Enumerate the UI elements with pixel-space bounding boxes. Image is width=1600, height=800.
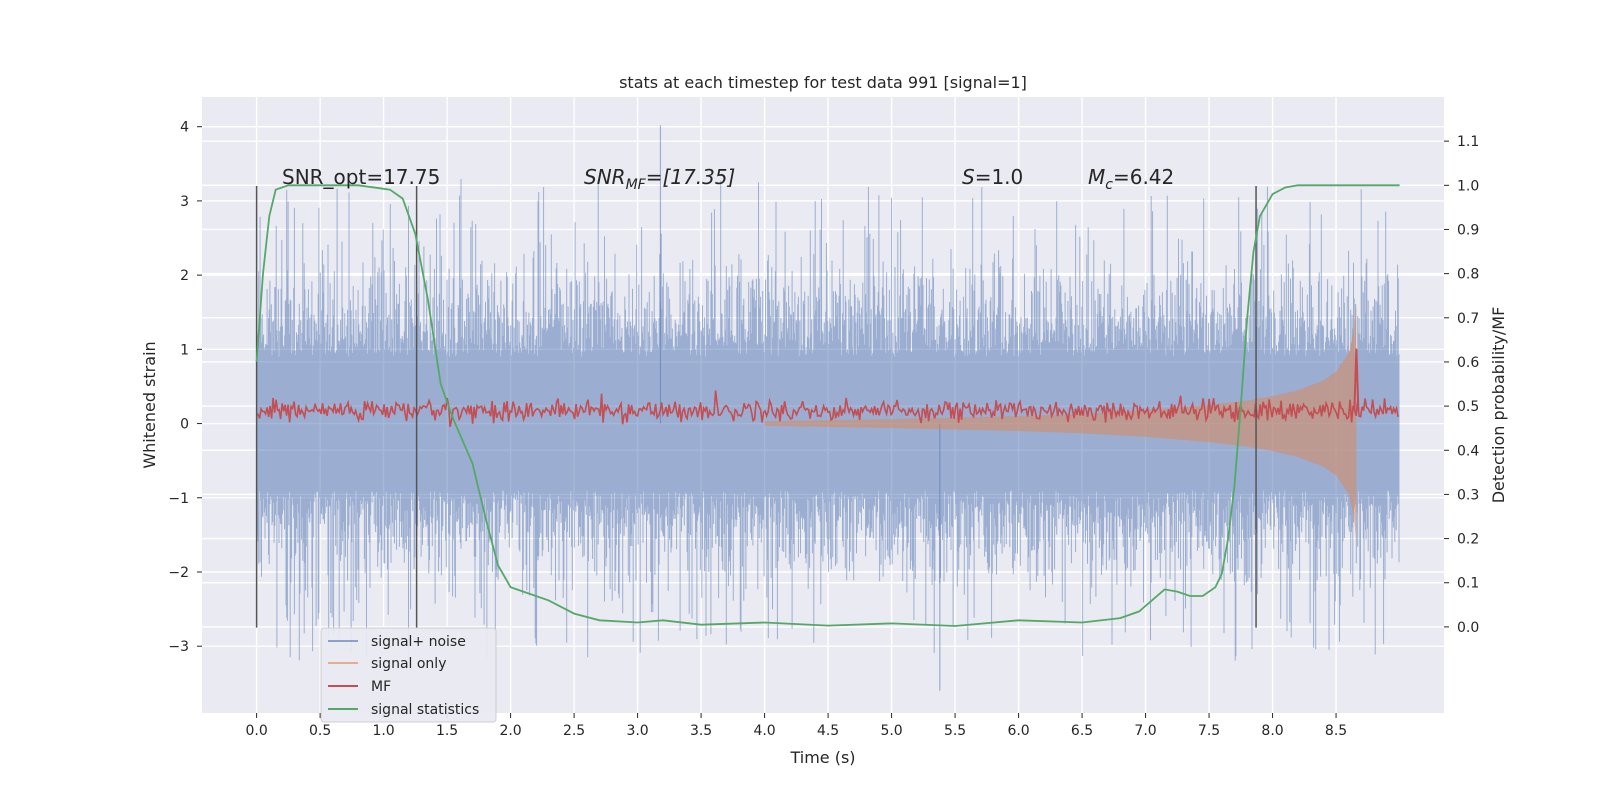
x-tick-label-6: 3.0 (626, 723, 648, 739)
annotation-snr-mf-main: SNR (584, 165, 626, 189)
legend-label-signal-only: signal only (371, 656, 446, 672)
annotation-mc: Mc=6.42 (1088, 165, 1174, 193)
legend-label-signal-noise: signal+ noise (371, 634, 466, 650)
annotation-s-value: =1.0 (975, 165, 1024, 189)
legend-box (320, 627, 497, 723)
annotation-snr-mf-sub: MF (626, 177, 647, 193)
y-axis-right-label: Detection probability/MF (1489, 307, 1508, 504)
legend-label-mf: MF (371, 679, 391, 695)
y-left-tick-label-0: −3 (168, 639, 189, 655)
y-right-tick-label-7: 0.7 (1457, 311, 1479, 327)
y-right-tick-label-9: 0.9 (1457, 222, 1479, 238)
y-right-tick-label-3: 0.3 (1457, 487, 1479, 503)
x-tick-label-12: 6.0 (1007, 723, 1029, 739)
x-tick-label-17: 8.5 (1325, 723, 1347, 739)
y-axis-right-ticks: 0.0 0.1 0.2 0.3 0.4 0.5 0.6 0.7 0.8 0.9 1.0 1.1 (1444, 134, 1479, 636)
x-axis-ticks: 0.0 0.5 1.0 1.5 2.0 2.5 3.0 3.5 4.0 4.5 5.0 5.5 6.0 6… (245, 713, 1347, 739)
y-right-tick-label-0: 0.0 (1457, 620, 1479, 636)
y-right-tick-label-1: 0.1 (1457, 576, 1479, 592)
y-right-tick-label-8: 0.8 (1457, 267, 1479, 283)
y-left-tick-label-6: 3 (180, 194, 189, 210)
x-tick-label-13: 6.5 (1071, 723, 1093, 739)
x-tick-label-0: 0.0 (245, 723, 267, 739)
y-right-tick-label-6: 0.6 (1457, 355, 1479, 371)
annotation-mc-sub: c (1105, 177, 1113, 193)
x-tick-label-16: 8.0 (1261, 723, 1283, 739)
x-tick-label-10: 5.0 (880, 723, 902, 739)
y-right-tick-label-10: 1.0 (1457, 178, 1479, 194)
x-tick-label-3: 1.5 (436, 723, 458, 739)
signal-statistics-line (255, 184, 1400, 627)
x-tick-label-15: 7.5 (1198, 723, 1220, 739)
signal-only-series (764, 304, 1357, 543)
y-left-tick-label-7: 4 (180, 120, 189, 136)
legend-label-signal-statistics: signal statistics (371, 702, 479, 718)
x-tick-label-9: 4.5 (817, 723, 839, 739)
signal-only-envelope (764, 304, 1357, 543)
x-tick-label-8: 4.0 (753, 723, 775, 739)
y-right-tick-label-5: 0.5 (1457, 399, 1479, 415)
annotation-snr-opt: SNR_opt=17.75 (282, 165, 440, 189)
x-tick-label-5: 2.5 (563, 723, 585, 739)
annotation-s-main: S (962, 165, 975, 189)
y-left-tick-label-5: 2 (180, 268, 189, 284)
y-left-tick-label-2: −1 (168, 491, 189, 507)
chart-title: stats at each timestep for test data 991… (619, 73, 1027, 92)
y-left-tick-label-1: −2 (168, 565, 189, 581)
signal-statistics-series (255, 184, 1400, 627)
x-tick-label-7: 3.5 (690, 723, 712, 739)
annotation-snr-mf-value: =[17.35] (646, 165, 736, 189)
x-tick-label-4: 2.0 (499, 723, 521, 739)
x-tick-label-2: 1.0 (372, 723, 394, 739)
y-axis-left-label: Whitened strain (140, 341, 159, 468)
y-right-tick-label-4: 0.4 (1457, 443, 1479, 459)
x-tick-label-14: 7.0 (1134, 723, 1156, 739)
x-axis-label: Time (s) (789, 748, 855, 767)
mf-spike (1353, 348, 1360, 411)
x-tick-label-1: 0.5 (309, 723, 331, 739)
y-left-tick-label-3: 0 (180, 417, 189, 433)
y-right-tick-label-11: 1.1 (1457, 134, 1479, 150)
y-right-tick-label-2: 0.2 (1457, 532, 1479, 548)
annotation-snr-mf: SNRMF=[17.35] (584, 165, 735, 193)
legend: signal+ noise signal only MF signal stat… (320, 627, 497, 723)
x-tick-label-11: 5.5 (944, 723, 966, 739)
annotation-mc-main: M (1088, 165, 1105, 189)
y-left-tick-label-4: 1 (180, 342, 189, 358)
vertical-markers (255, 186, 1257, 628)
annotation-s: S=1.0 (962, 165, 1023, 189)
annotation-mc-value: =6.42 (1113, 165, 1174, 189)
y-axis-left-ticks: −3 −2 −1 0 1 2 3 4 (168, 120, 202, 655)
